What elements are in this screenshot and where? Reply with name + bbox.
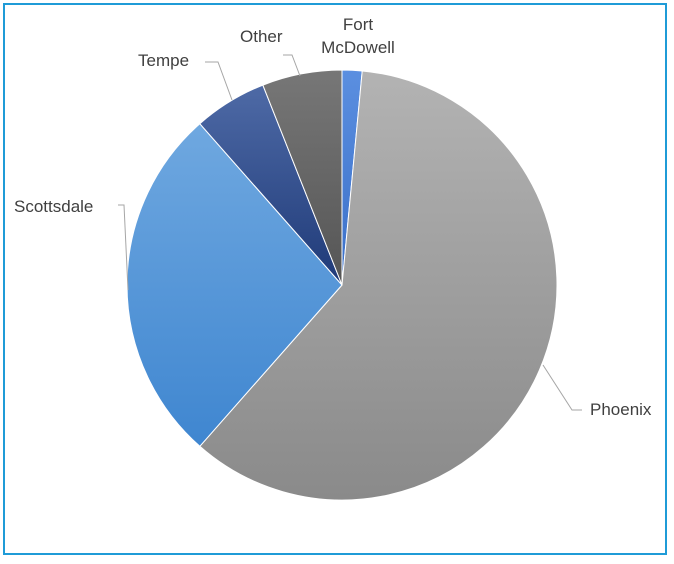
leader-lines <box>118 54 582 411</box>
leader-line-phoenix <box>542 364 582 411</box>
pie-slice-scottsdale <box>126 123 343 447</box>
pie-slice-phoenix <box>199 70 558 501</box>
leader-line-other <box>283 54 301 77</box>
slice-label-fort-mcdowell: Fort McDowell <box>321 15 395 57</box>
pie-slice-other <box>262 69 343 286</box>
slice-label-tempe: Tempe <box>138 51 189 70</box>
leader-line-tempe <box>205 61 233 101</box>
leader-line-scottsdale <box>118 204 129 291</box>
slice-labels: Fort McDowell Phoenix Scottsdale Tempe Other <box>14 15 652 419</box>
slice-label-other: Other <box>240 27 283 46</box>
slices-layer <box>126 69 558 501</box>
slice-label-scottsdale: Scottsdale <box>14 197 93 216</box>
slice-label-phoenix: Phoenix <box>590 400 652 419</box>
